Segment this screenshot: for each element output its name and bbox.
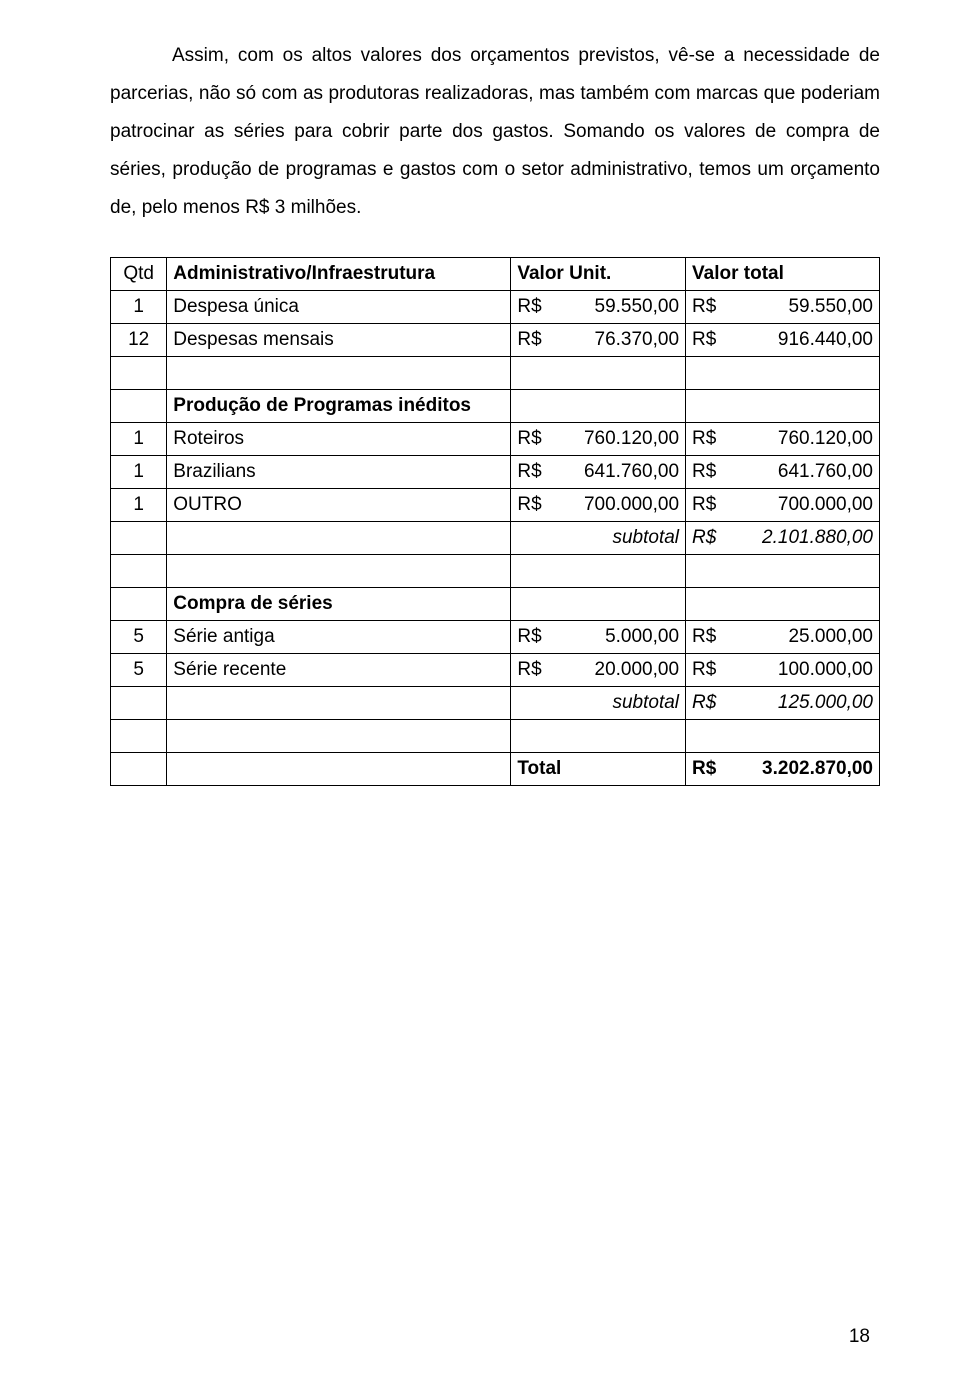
table-header-row: Qtd Administrativo/Infraestrutura Valor … xyxy=(111,258,880,291)
cell-desc: OUTRO xyxy=(167,489,511,522)
currency: R$ xyxy=(692,659,716,681)
currency: R$ xyxy=(692,758,716,780)
subtotal-value: R$ 2.101.880,00 xyxy=(686,522,880,555)
currency: R$ xyxy=(692,494,716,516)
currency: R$ xyxy=(517,329,541,351)
cell-total: R$ 59.550,00 xyxy=(686,291,880,324)
document-page: Assim, com os altos valores dos orçament… xyxy=(0,0,960,1388)
amount: 641.760,00 xyxy=(584,461,679,483)
currency: R$ xyxy=(692,626,716,648)
table-row: 12 Despesas mensais R$ 76.370,00 R$ 916.44… xyxy=(111,324,880,357)
cell-unit: R$ 76.370,00 xyxy=(511,324,686,357)
cell-total: R$ 700.000,00 xyxy=(686,489,880,522)
budget-table: Qtd Administrativo/Infraestrutura Valor … xyxy=(110,257,880,786)
amount: 760.120,00 xyxy=(584,428,679,450)
table-subtotal-row: subtotal R$ 2.101.880,00 xyxy=(111,522,880,555)
cell-qtd: 1 xyxy=(111,489,167,522)
page-number: 18 xyxy=(110,1326,880,1348)
amount: 700.000,00 xyxy=(584,494,679,516)
cell-unit: R$ 59.550,00 xyxy=(511,291,686,324)
cell-desc: Despesas mensais xyxy=(167,324,511,357)
cell-total: R$ 916.440,00 xyxy=(686,324,880,357)
table-section-row: Compra de séries xyxy=(111,588,880,621)
cell-total: R$ 641.760,00 xyxy=(686,456,880,489)
cell-unit: R$ 760.120,00 xyxy=(511,423,686,456)
subtotal-value: R$ 125.000,00 xyxy=(686,687,880,720)
cell-desc: Série antiga xyxy=(167,621,511,654)
currency: R$ xyxy=(517,461,541,483)
cell-unit: R$ 641.760,00 xyxy=(511,456,686,489)
currency: R$ xyxy=(517,626,541,648)
header-total: Valor total xyxy=(686,258,880,291)
table-empty-row xyxy=(111,555,880,588)
header-admin: Administrativo/Infraestrutura xyxy=(167,258,511,291)
currency: R$ xyxy=(692,329,716,351)
cell-qtd: 1 xyxy=(111,456,167,489)
cell-desc: Despesa única xyxy=(167,291,511,324)
amount: 76.370,00 xyxy=(595,329,680,351)
section-heading: Produção de Programas inéditos xyxy=(167,390,511,423)
amount: 700.000,00 xyxy=(778,494,873,516)
section-heading: Compra de séries xyxy=(167,588,511,621)
header-qtd: Qtd xyxy=(111,258,167,291)
amount: 59.550,00 xyxy=(788,296,873,318)
table-row: 5 Série antiga R$ 5.000,00 R$ 25.000,00 xyxy=(111,621,880,654)
amount: 2.101.880,00 xyxy=(762,527,873,549)
amount: 25.000,00 xyxy=(788,626,873,648)
subtotal-label: subtotal xyxy=(511,687,686,720)
currency: R$ xyxy=(517,296,541,318)
amount: 760.120,00 xyxy=(778,428,873,450)
cell-unit: R$ 20.000,00 xyxy=(511,654,686,687)
cell-desc: Série recente xyxy=(167,654,511,687)
table-subtotal-row: subtotal R$ 125.000,00 xyxy=(111,687,880,720)
header-unit: Valor Unit. xyxy=(511,258,686,291)
table-row: 5 Série recente R$ 20.000,00 R$ 100.000,00 xyxy=(111,654,880,687)
currency: R$ xyxy=(517,659,541,681)
currency: R$ xyxy=(692,692,716,714)
currency: R$ xyxy=(517,428,541,450)
cell-total: R$ 25.000,00 xyxy=(686,621,880,654)
table-row: 1 OUTRO R$ 700.000,00 R$ 700.000,00 xyxy=(111,489,880,522)
cell-qtd: 5 xyxy=(111,654,167,687)
total-label: Total xyxy=(511,753,686,786)
cell-unit: R$ 5.000,00 xyxy=(511,621,686,654)
table-empty-row xyxy=(111,357,880,390)
cell-total: R$ 100.000,00 xyxy=(686,654,880,687)
cell-unit: R$ 700.000,00 xyxy=(511,489,686,522)
table-total-row: Total R$ 3.202.870,00 xyxy=(111,753,880,786)
cell-qtd: 12 xyxy=(111,324,167,357)
amount: 3.202.870,00 xyxy=(762,758,873,780)
intro-paragraph: Assim, com os altos valores dos orçament… xyxy=(110,37,880,227)
paragraph-text: Assim, com os altos valores dos orçament… xyxy=(110,45,880,218)
subtotal-label: subtotal xyxy=(511,522,686,555)
table-empty-row xyxy=(111,720,880,753)
cell-desc: Roteiros xyxy=(167,423,511,456)
cell-qtd: 1 xyxy=(111,291,167,324)
cell-total: R$ 760.120,00 xyxy=(686,423,880,456)
currency: R$ xyxy=(692,428,716,450)
currency: R$ xyxy=(692,296,716,318)
amount: 20.000,00 xyxy=(595,659,680,681)
cell-qtd: 5 xyxy=(111,621,167,654)
table-row: 1 Roteiros R$ 760.120,00 R$ 760.120,00 xyxy=(111,423,880,456)
amount: 125.000,00 xyxy=(778,692,873,714)
amount: 916.440,00 xyxy=(778,329,873,351)
amount: 641.760,00 xyxy=(778,461,873,483)
amount: 59.550,00 xyxy=(595,296,680,318)
grand-total: R$ 3.202.870,00 xyxy=(686,753,880,786)
table-row: 1 Despesa única R$ 59.550,00 R$ 59.550,00 xyxy=(111,291,880,324)
currency: R$ xyxy=(517,494,541,516)
amount: 5.000,00 xyxy=(605,626,679,648)
table-row: 1 Brazilians R$ 641.760,00 R$ 641.760,00 xyxy=(111,456,880,489)
cell-desc: Brazilians xyxy=(167,456,511,489)
cell-qtd: 1 xyxy=(111,423,167,456)
amount: 100.000,00 xyxy=(778,659,873,681)
table-section-row: Produção de Programas inéditos xyxy=(111,390,880,423)
currency: R$ xyxy=(692,461,716,483)
currency: R$ xyxy=(692,527,716,549)
